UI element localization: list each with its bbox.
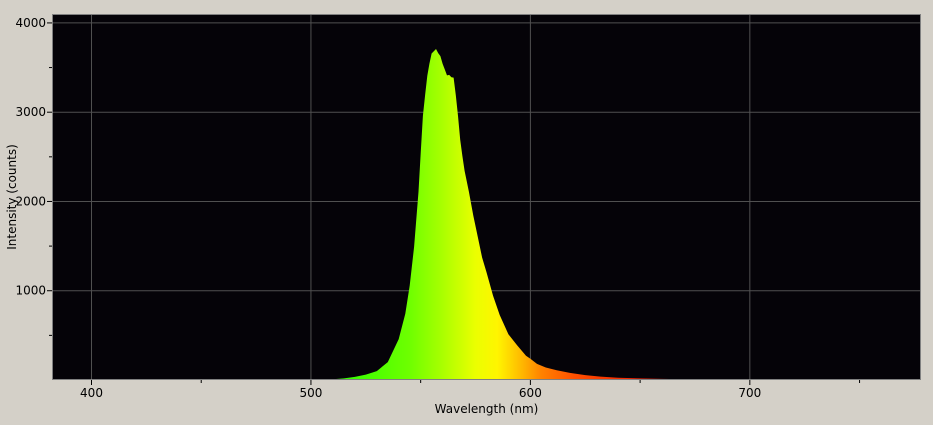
x-tick-label: 700 (738, 386, 761, 400)
axis-ticks (47, 22, 861, 385)
y-tick-label: 1000 (15, 284, 46, 298)
x-tick-label: 500 (299, 386, 322, 400)
spectrum-area (321, 49, 921, 380)
x-tick-label: 600 (519, 386, 542, 400)
tick-labels: 400 500 600 700 1000 2000 3000 4000 (15, 16, 761, 400)
y-tick-label: 2000 (15, 194, 46, 208)
x-axis-label: Wavelength (nm) (435, 402, 539, 416)
x-tick-label: 400 (80, 386, 103, 400)
y-tick-label: 3000 (15, 105, 46, 119)
grid-lines (52, 14, 921, 380)
plot-frame (52, 14, 921, 380)
y-tick-label: 4000 (15, 16, 46, 30)
y-axis-label: Intensity (counts) (5, 144, 19, 250)
